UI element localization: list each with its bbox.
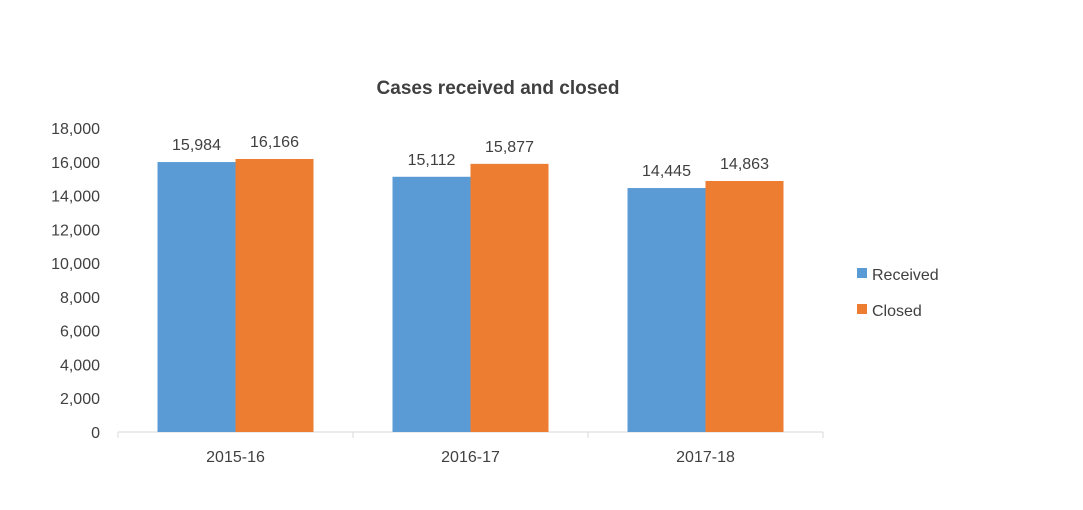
x-tick-label: 2017-18 [676, 449, 735, 466]
y-tick-label: 14,000 [51, 189, 100, 206]
y-tick-label: 2,000 [60, 391, 100, 408]
y-tick-label: 0 [91, 425, 100, 442]
legend-swatch-closed [857, 304, 867, 314]
x-tick-label: 2016-17 [441, 449, 500, 466]
bar-closed-2016-17 [470, 163, 549, 433]
bar-received-2016-17 [392, 176, 471, 432]
y-tick-label: 12,000 [51, 222, 100, 239]
legend: Received Closed [857, 267, 939, 320]
legend-label-received: Received [872, 267, 939, 284]
y-tick-label: 16,000 [51, 155, 100, 172]
x-axis: 2015-16 2016-17 2017-18 [117, 431, 824, 466]
y-tick-label: 10,000 [51, 256, 100, 273]
y-axis: 0 2,000 4,000 6,000 8,000 10,000 12,000 14,000 1… [51, 121, 100, 442]
data-label: 15,984 [172, 137, 221, 154]
y-tick-label: 18,000 [51, 121, 100, 138]
data-label: 14,863 [720, 156, 769, 173]
bars [157, 158, 784, 433]
data-label: 14,445 [642, 163, 691, 180]
x-tick-label: 2015-16 [206, 449, 265, 466]
data-label: 16,166 [250, 134, 299, 151]
bar-closed-2015-16 [235, 158, 314, 432]
data-label: 15,112 [408, 152, 456, 169]
y-tick-label: 4,000 [60, 357, 100, 374]
chart-title: Cases received and closed [377, 78, 620, 99]
bar-received-2017-18 [627, 188, 706, 432]
y-tick-label: 8,000 [60, 290, 100, 307]
y-tick-label: 6,000 [60, 324, 100, 341]
legend-label-closed: Closed [872, 303, 922, 320]
data-label: 15,877 [485, 139, 534, 156]
bar-closed-2017-18 [705, 180, 784, 432]
data-labels: 15,984 16,166 15,112 15,877 14,445 14,863 [172, 134, 769, 180]
legend-swatch-received [857, 268, 867, 278]
bar-received-2015-16 [157, 162, 236, 432]
